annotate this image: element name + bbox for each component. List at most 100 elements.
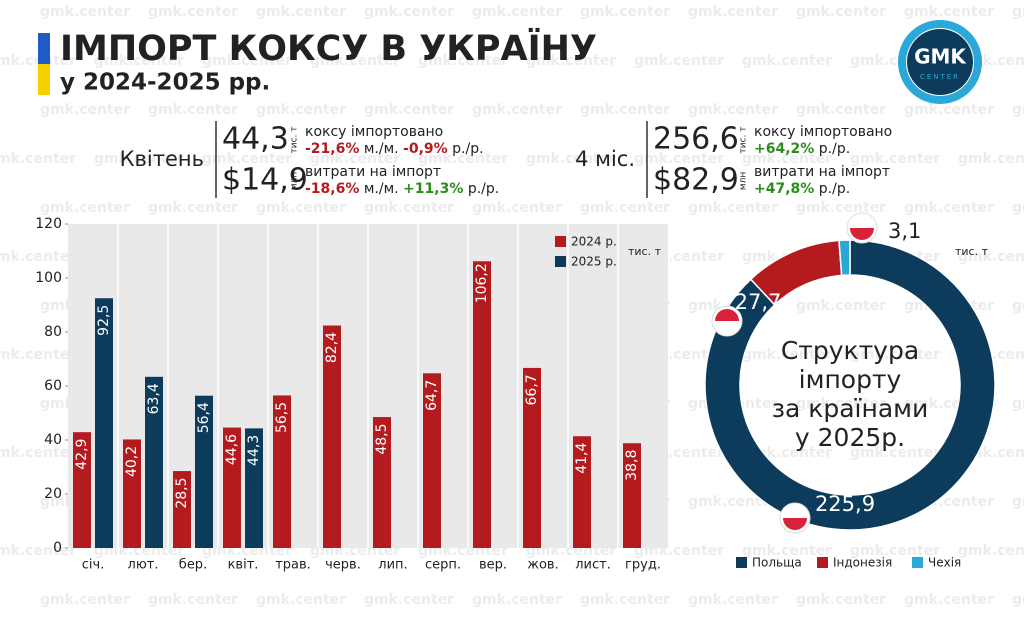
x-tick-label: лист. bbox=[575, 558, 611, 573]
watermark: gmk.center bbox=[0, 543, 76, 559]
watermark: gmk.center bbox=[310, 151, 400, 167]
watermark: gmk.center bbox=[688, 494, 778, 510]
watermark: gmk.center bbox=[148, 4, 238, 20]
stat-period: Квітень bbox=[120, 147, 204, 171]
logo-sub: CENTER bbox=[920, 73, 960, 81]
x-tick-label: лют. bbox=[128, 558, 159, 573]
x-tick-label: трав. bbox=[275, 558, 311, 573]
bar bbox=[123, 439, 141, 548]
bar bbox=[195, 395, 213, 548]
bar bbox=[423, 373, 441, 548]
stat-volume-unit: тис. т bbox=[739, 126, 749, 153]
stat-part: р./р. bbox=[819, 181, 850, 197]
unit-label: тис. т bbox=[955, 245, 989, 258]
watermark: gmk.center bbox=[634, 151, 724, 167]
logo-ring bbox=[898, 20, 982, 104]
stat-cost-label: витрати на імпорт bbox=[754, 164, 890, 180]
watermark: gmk.center bbox=[904, 4, 994, 20]
watermark: gmk.center bbox=[904, 592, 994, 608]
bar-value-label: 92,5 bbox=[96, 305, 112, 336]
watermark: gmk.center bbox=[796, 4, 886, 20]
donut-slice bbox=[704, 239, 996, 531]
watermark: gmk.center bbox=[580, 200, 670, 216]
legend-swatch bbox=[817, 557, 828, 568]
bar bbox=[373, 417, 391, 548]
watermark: gmk.center bbox=[472, 200, 562, 216]
watermark: gmk.center bbox=[364, 4, 454, 20]
x-tick-label: лип. bbox=[378, 558, 407, 573]
watermark: gmk.center bbox=[904, 102, 994, 118]
bar bbox=[173, 471, 191, 548]
watermark: gmk.center bbox=[418, 151, 508, 167]
watermark: gmk.center bbox=[40, 200, 130, 216]
bar-value-label: 48,5 bbox=[374, 423, 390, 454]
watermark: gmk.center bbox=[40, 4, 130, 20]
watermark: gmk.center bbox=[850, 347, 940, 363]
bar bbox=[95, 298, 113, 548]
watermark: gmk.center bbox=[688, 200, 778, 216]
stat-period: 4 міс. bbox=[575, 147, 635, 171]
flag-top bbox=[715, 309, 739, 321]
watermark: gmk.center bbox=[1012, 494, 1024, 510]
watermark: gmk.center bbox=[94, 151, 184, 167]
watermark: gmk.center bbox=[850, 543, 940, 559]
legend-label: Індонезія bbox=[833, 556, 892, 570]
watermark: gmk.center bbox=[958, 543, 1024, 559]
watermark: gmk.center bbox=[958, 151, 1024, 167]
bar-value-label: 44,6 bbox=[224, 434, 240, 465]
watermark: gmk.center bbox=[688, 102, 778, 118]
watermark: gmk.center bbox=[364, 592, 454, 608]
watermark: gmk.center bbox=[634, 53, 724, 69]
watermark: gmk.center bbox=[796, 102, 886, 118]
x-tick-label: жов. bbox=[527, 558, 558, 573]
flag-yellow bbox=[38, 64, 50, 95]
watermark: gmk.center bbox=[580, 4, 670, 20]
watermark: gmk.center bbox=[256, 592, 346, 608]
stat-volume-label: коксу імпортовано bbox=[754, 124, 892, 140]
stat-volume-unit: тис. т bbox=[290, 126, 300, 153]
legend-label: Польща bbox=[752, 556, 802, 570]
x-tick-label: черв. bbox=[325, 558, 361, 573]
y-tick-label: 20 bbox=[44, 486, 62, 502]
watermark: gmk.center bbox=[94, 53, 184, 69]
x-tick-label: серп. bbox=[425, 558, 461, 573]
bar-value-label: 28,5 bbox=[174, 477, 190, 508]
bar-value-label: 41,4 bbox=[574, 443, 590, 474]
watermark: gmk.center bbox=[0, 151, 76, 167]
watermark: gmk.center bbox=[796, 592, 886, 608]
legend-label: Чехія bbox=[928, 556, 961, 570]
bar bbox=[623, 443, 641, 548]
logo-disc bbox=[907, 29, 973, 95]
bar-value-label: 44,3 bbox=[246, 435, 262, 466]
watermark: gmk.center bbox=[202, 151, 292, 167]
stat-cost: $14,9 bbox=[222, 163, 308, 198]
watermark: gmk.center bbox=[0, 445, 76, 461]
watermark: gmk.center bbox=[1012, 200, 1024, 216]
donut-center-text: Структура bbox=[781, 336, 919, 365]
stat-part: +11,3% bbox=[403, 181, 463, 197]
watermark: gmk.center bbox=[0, 249, 76, 265]
x-tick-label: груд. bbox=[625, 558, 661, 573]
y-tick-label: 80 bbox=[44, 324, 62, 340]
flag-blue bbox=[38, 33, 50, 64]
watermark: gmk.center bbox=[742, 151, 832, 167]
watermark: gmk.center bbox=[580, 102, 670, 118]
stat-part: м./м. bbox=[364, 141, 399, 157]
watermark: gmk.center bbox=[742, 53, 832, 69]
y-tick-label: 120 bbox=[35, 216, 62, 232]
watermark: gmk.center bbox=[256, 200, 346, 216]
bar-value-label: 106,2 bbox=[474, 263, 490, 303]
watermark: gmk.center bbox=[796, 396, 886, 412]
subtitle: у 2024-2025 рр. bbox=[60, 70, 270, 96]
donut-chart: 225,9 Польща 27,7 Індонезія 3,1 Чехія Структур… bbox=[704, 212, 996, 570]
bar-value-label: 56,5 bbox=[274, 402, 290, 433]
stat-volume: 44,3 bbox=[222, 122, 289, 157]
x-tick-label: вер. bbox=[479, 558, 507, 573]
stat-line: -18,6% м./м. +11,3% р./р. bbox=[305, 181, 499, 197]
legend-label: 2025 р. bbox=[571, 255, 617, 269]
title: ІМПОРТ КОКСУ В УКРАЇНУ bbox=[60, 27, 597, 69]
x-tick-label: бер. bbox=[179, 558, 207, 573]
legend-swatch bbox=[736, 557, 747, 568]
stat-part: р./р. bbox=[468, 181, 499, 197]
y-tick-label: 40 bbox=[44, 432, 62, 448]
